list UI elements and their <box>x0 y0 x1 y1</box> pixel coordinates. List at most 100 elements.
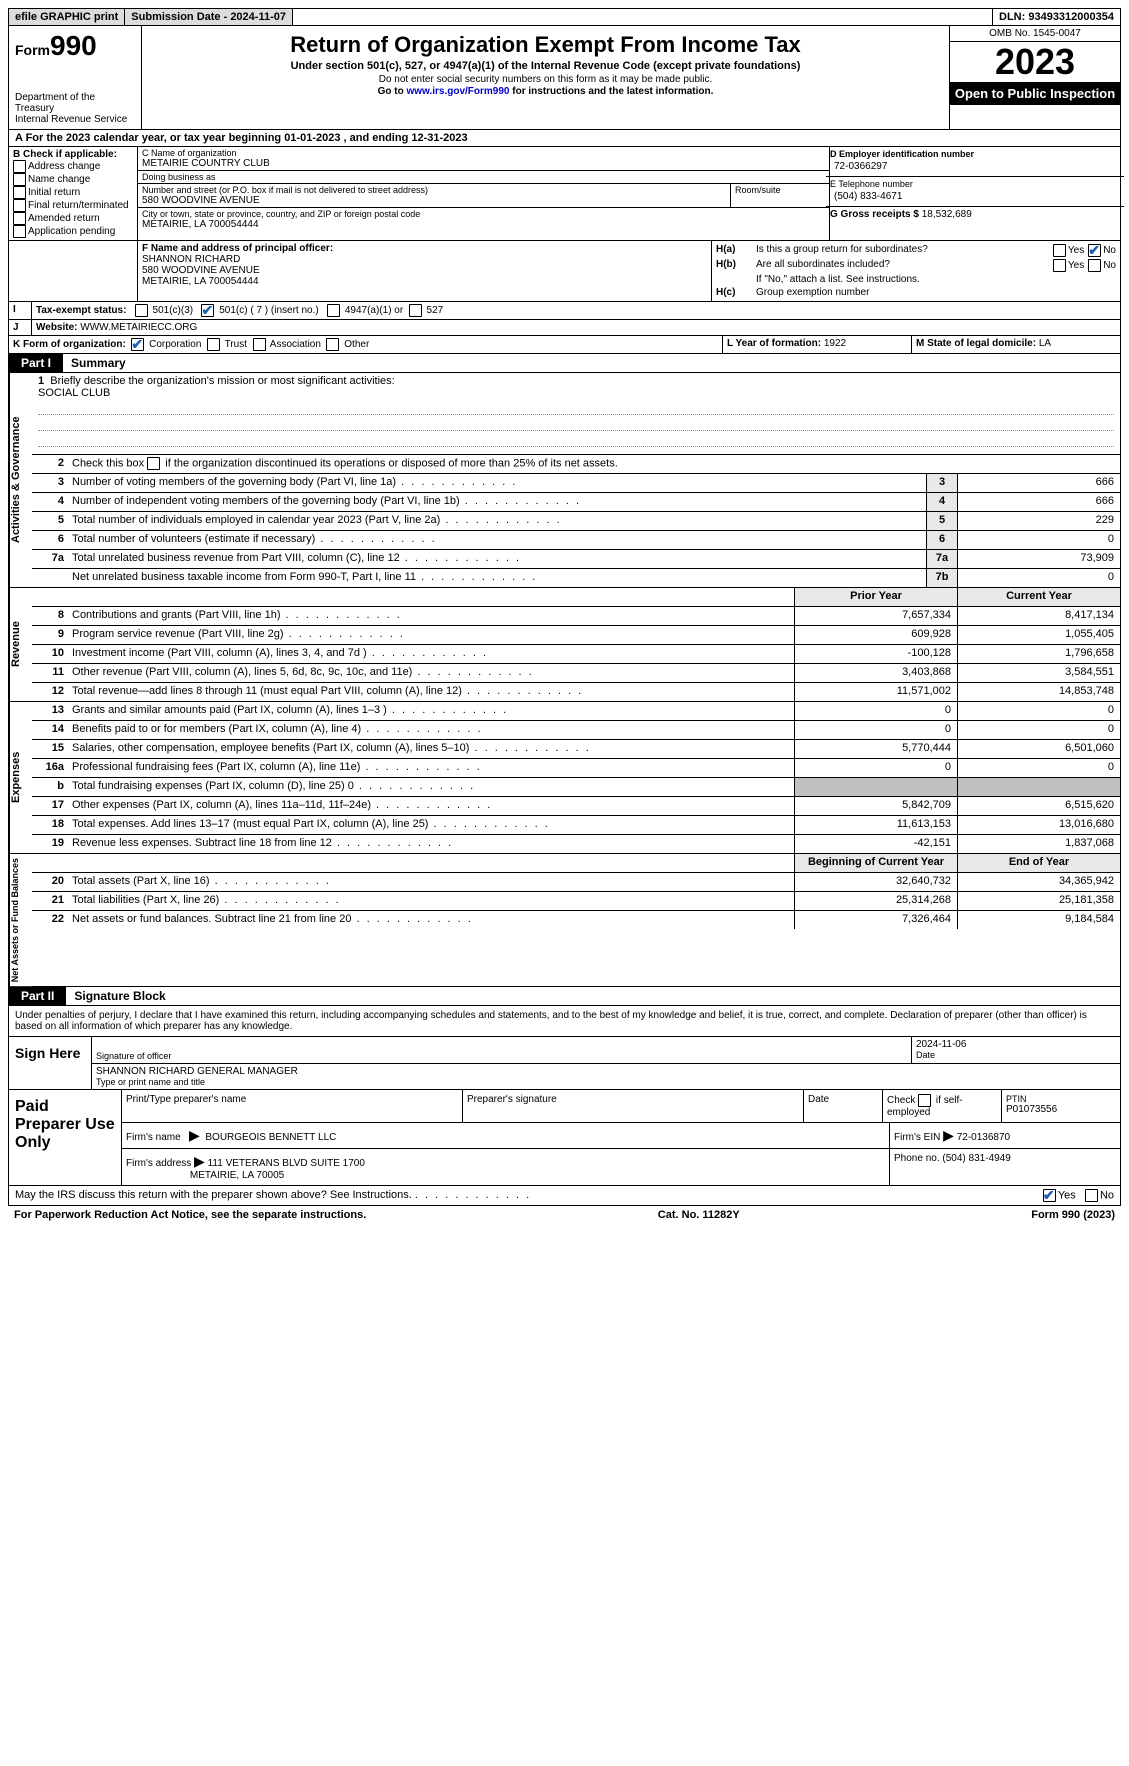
line2-post: if the organization discontinued its ope… <box>165 457 618 469</box>
ha-text: Is this a group return for subordinates? <box>756 244 1049 255</box>
form-ref: Form 990 (2023) <box>1031 1209 1115 1221</box>
b-item-5: Application pending <box>28 226 115 237</box>
row-20: 20Total assets (Part X, line 16)32,640,7… <box>32 873 1120 892</box>
i-501c[interactable] <box>201 304 214 317</box>
ssn-note: Do not enter social security numbers on … <box>148 74 943 85</box>
row-16a: 16aProfessional fundraising fees (Part I… <box>32 759 1120 778</box>
omb-number: OMB No. 1545-0047 <box>950 26 1120 42</box>
checkbox-address-change[interactable] <box>13 160 26 173</box>
row-22: 22Net assets or fund balances. Subtract … <box>32 911 1120 929</box>
k-corp[interactable] <box>131 338 144 351</box>
line2-pre: Check this box <box>72 457 144 469</box>
k-o1: Trust <box>225 339 247 350</box>
i-527[interactable] <box>409 304 422 317</box>
firm-addr2: METAIRIE, LA 70005 <box>190 1170 284 1181</box>
topbar-spacer <box>293 9 993 25</box>
hb-note: If "No," attach a list. See instructions… <box>756 274 920 285</box>
k-o2: Association <box>270 339 321 350</box>
summary-row-4: 4Number of independent voting members of… <box>32 493 1120 512</box>
arrow-icon: ▶ <box>189 1127 200 1143</box>
side-expenses: Expenses <box>9 702 32 853</box>
checkbox-final-return[interactable] <box>13 199 26 212</box>
b-item-0: Address change <box>28 161 100 172</box>
checkbox-amended[interactable] <box>13 212 26 225</box>
checkbox-initial-return[interactable] <box>13 186 26 199</box>
officer-street: 580 WOODVINE AVENUE <box>142 265 707 276</box>
state-domicile: LA <box>1039 338 1051 349</box>
part-i-tab: Part I <box>9 354 63 372</box>
i-4947[interactable] <box>327 304 340 317</box>
prep-date-label: Date <box>804 1090 883 1122</box>
form-subtitle: Under section 501(c), 527, or 4947(a)(1)… <box>148 60 943 72</box>
m-label: M State of legal domicile: <box>916 338 1036 349</box>
line-j: J Website: WWW.METAIRIECC.ORG <box>8 320 1121 336</box>
hb-yes[interactable] <box>1053 259 1066 272</box>
rows-net-container: 20Total assets (Part X, line 16)32,640,7… <box>32 873 1120 929</box>
discuss-no[interactable] <box>1085 1189 1098 1202</box>
ein-value: 72-0366297 <box>830 159 1120 174</box>
firm-ein-value: 72-0136870 <box>957 1132 1010 1143</box>
line-a-tax-year: A For the 2023 calendar year, or tax yea… <box>8 130 1121 147</box>
goto-post: for instructions and the latest informat… <box>509 86 713 97</box>
part-ii-header: Part II Signature Block <box>8 987 1121 1006</box>
firm-ein-label: Firm's EIN <box>894 1132 940 1143</box>
line2-desc: Check this box if the organization disco… <box>68 455 1120 473</box>
line1-num: 1 <box>38 375 44 387</box>
perjury-statement: Under penalties of perjury, I declare th… <box>8 1006 1121 1037</box>
ha-yes[interactable] <box>1053 244 1066 257</box>
dept-irs: Internal Revenue Service <box>15 114 135 125</box>
i-o4: 527 <box>427 305 444 316</box>
row-b: bTotal fundraising expenses (Part IX, co… <box>32 778 1120 797</box>
open-inspection: Open to Public Inspection <box>950 82 1120 105</box>
f-label: F Name and address of principal officer: <box>142 243 707 254</box>
dept-treasury: Department of the Treasury <box>15 92 135 114</box>
i-o3: 4947(a)(1) or <box>345 305 403 316</box>
self-employed-checkbox[interactable] <box>918 1094 931 1107</box>
row-8: 8Contributions and grants (Part VIII, li… <box>32 607 1120 626</box>
row-17: 17Other expenses (Part IX, column (A), l… <box>32 797 1120 816</box>
sig-date-label: Date <box>916 1050 1116 1060</box>
form-title: Return of Organization Exempt From Incom… <box>148 32 943 58</box>
checkbox-app-pending[interactable] <box>13 225 26 238</box>
irs-link[interactable]: www.irs.gov/Form990 <box>406 86 509 97</box>
summary-revenue: Revenue Prior Year Current Year 8Contrib… <box>8 588 1121 702</box>
dln-label: DLN: 93493312000354 <box>993 9 1120 25</box>
discuss-yes-label: Yes <box>1058 1190 1076 1202</box>
rows-rev-container: 8Contributions and grants (Part VIII, li… <box>32 607 1120 701</box>
checkbox-name-change[interactable] <box>13 173 26 186</box>
paid-preparer-block: Paid Preparer Use Only Print/Type prepar… <box>8 1090 1121 1186</box>
discuss-yes[interactable] <box>1043 1189 1056 1202</box>
col-current: Current Year <box>957 588 1120 606</box>
row-14: 14Benefits paid to or for members (Part … <box>32 721 1120 740</box>
row-10: 10Investment income (Part VIII, column (… <box>32 645 1120 664</box>
gross-receipts: 18,532,689 <box>922 209 972 220</box>
sig-officer-label: Signature of officer <box>96 1051 907 1061</box>
line2-checkbox[interactable] <box>147 457 160 470</box>
summary-row-7b: Net unrelated business taxable income fr… <box>32 569 1120 587</box>
firm-addr1: 111 VETERANS BLVD SUITE 1700 <box>208 1158 365 1169</box>
c-street-label: Number and street (or P.O. box if mail i… <box>142 185 726 195</box>
k-assoc[interactable] <box>253 338 266 351</box>
ptin-value: P01073556 <box>1006 1104 1116 1115</box>
firm-phone-value: (504) 831-4949 <box>942 1153 1010 1164</box>
ptin-label: PTIN <box>1006 1094 1116 1104</box>
ha-no[interactable] <box>1088 244 1101 257</box>
summary-netassets: Net Assets or Fund Balances Beginning of… <box>8 854 1121 987</box>
year-formation: 1922 <box>824 338 846 349</box>
summary-row-5: 5Total number of individuals employed in… <box>32 512 1120 531</box>
summary-row-6: 6Total number of volunteers (estimate if… <box>32 531 1120 550</box>
i-501c3[interactable] <box>135 304 148 317</box>
c-city-label: City or town, state or province, country… <box>142 209 825 219</box>
k-other[interactable] <box>326 338 339 351</box>
prep-sig-label: Preparer's signature <box>463 1090 804 1122</box>
summary-expenses: Expenses 13Grants and similar amounts pa… <box>8 702 1121 854</box>
b-item-1: Name change <box>28 174 90 185</box>
k-trust[interactable] <box>207 338 220 351</box>
rows-a-container: 3Number of voting members of the governi… <box>32 474 1120 587</box>
line2-num: 2 <box>32 455 68 473</box>
row-18: 18Total expenses. Add lines 13–17 (must … <box>32 816 1120 835</box>
website-value: WWW.METAIRIECC.ORG <box>80 322 197 333</box>
hc-key: H(c) <box>716 287 752 298</box>
firm-name-label: Firm's name <box>126 1132 181 1143</box>
hb-no[interactable] <box>1088 259 1101 272</box>
